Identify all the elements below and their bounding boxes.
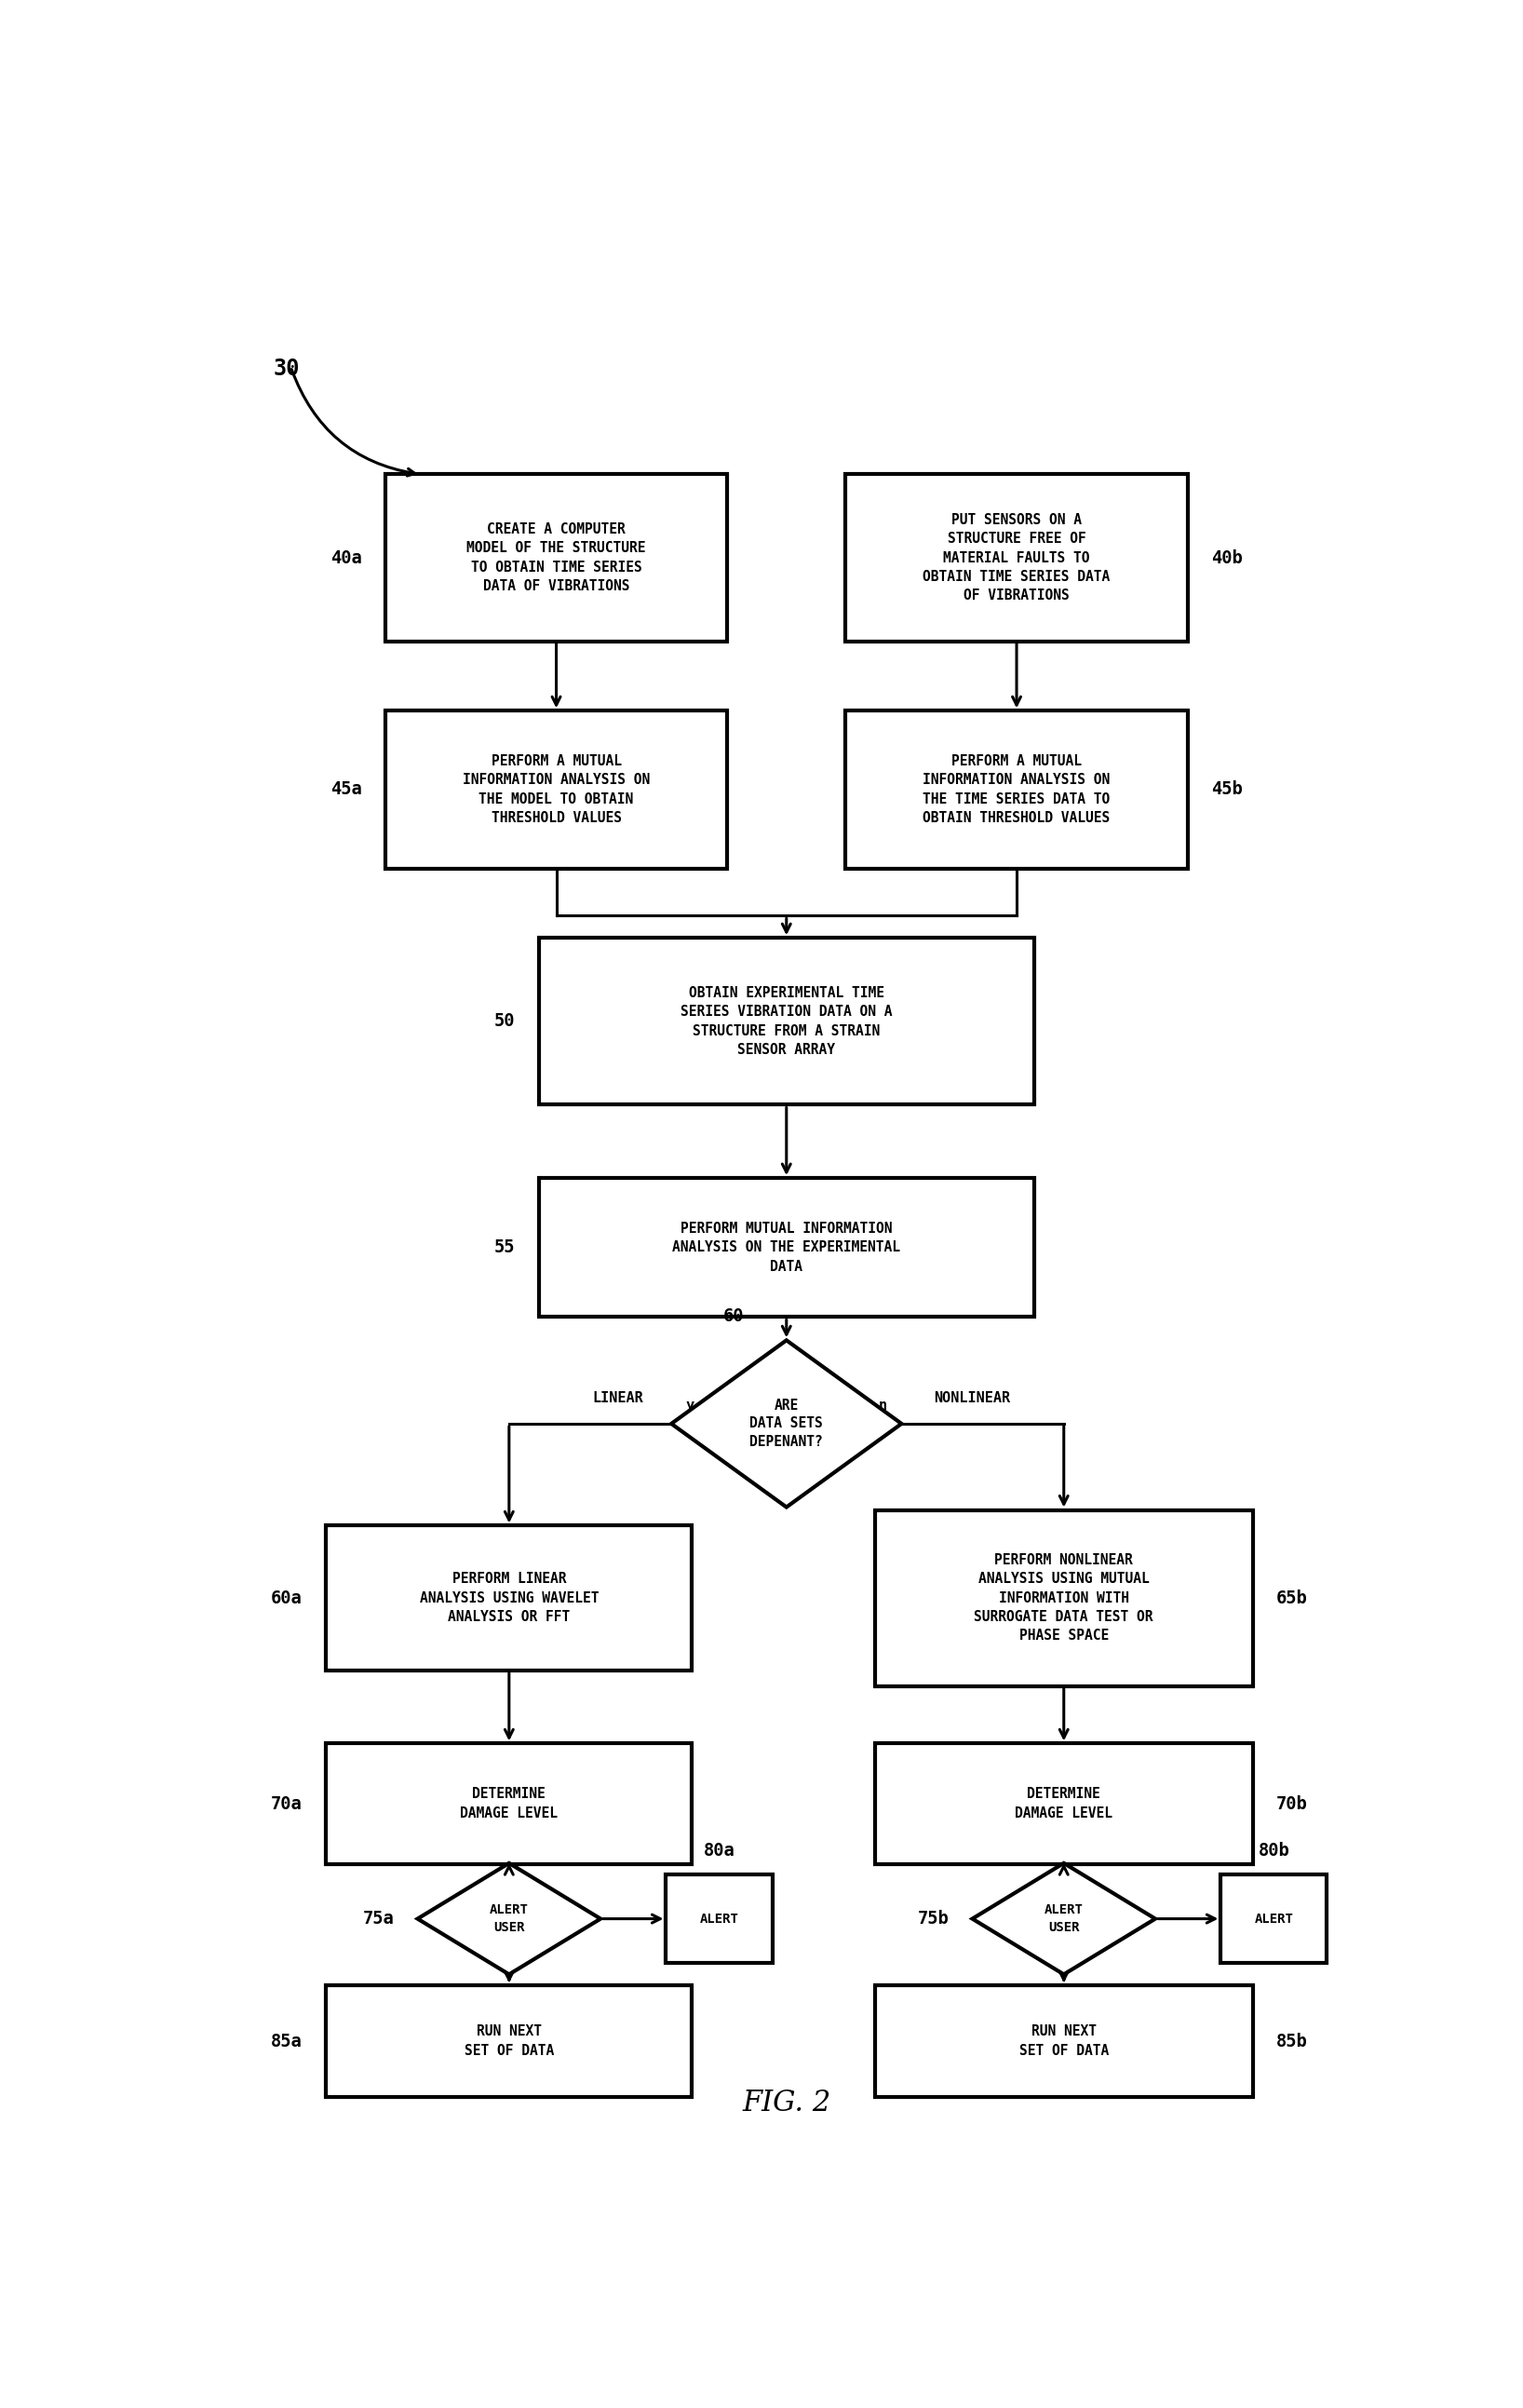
Text: 60a: 60a bbox=[271, 1589, 303, 1606]
FancyBboxPatch shape bbox=[385, 474, 728, 641]
Text: 55: 55 bbox=[493, 1238, 515, 1257]
Text: 60: 60 bbox=[723, 1308, 743, 1324]
Text: 80b: 80b bbox=[1258, 1842, 1290, 1859]
Text: PERFORM A MUTUAL
INFORMATION ANALYSIS ON
THE TIME SERIES DATA TO
OBTAIN THRESHOL: PERFORM A MUTUAL INFORMATION ANALYSIS ON… bbox=[923, 754, 1110, 826]
Polygon shape bbox=[417, 1864, 600, 1975]
Text: DETERMINE
DAMAGE LEVEL: DETERMINE DAMAGE LEVEL bbox=[1014, 1787, 1113, 1820]
Text: NONLINEAR: NONLINEAR bbox=[934, 1392, 1011, 1406]
Text: FIG. 2: FIG. 2 bbox=[742, 2088, 830, 2117]
Text: 40b: 40b bbox=[1211, 549, 1243, 566]
FancyBboxPatch shape bbox=[385, 710, 728, 869]
Text: PUT SENSORS ON A
STRUCTURE FREE OF
MATERIAL FAULTS TO
OBTAIN TIME SERIES DATA
OF: PUT SENSORS ON A STRUCTURE FREE OF MATER… bbox=[923, 513, 1110, 602]
FancyBboxPatch shape bbox=[845, 474, 1188, 641]
Text: 65b: 65b bbox=[1276, 1589, 1308, 1606]
Text: PERFORM A MUTUAL
INFORMATION ANALYSIS ON
THE MODEL TO OBTAIN
THRESHOLD VALUES: PERFORM A MUTUAL INFORMATION ANALYSIS ON… bbox=[463, 754, 650, 826]
Text: ALERT: ALERT bbox=[1255, 1912, 1293, 1926]
FancyBboxPatch shape bbox=[874, 1510, 1252, 1686]
Text: ALERT
USER: ALERT USER bbox=[489, 1905, 528, 1934]
Text: 50: 50 bbox=[493, 1011, 515, 1031]
Text: RUN NEXT
SET OF DATA: RUN NEXT SET OF DATA bbox=[1019, 2025, 1109, 2056]
Text: y: y bbox=[685, 1399, 694, 1413]
Text: PERFORM MUTUAL INFORMATION
ANALYSIS ON THE EXPERIMENTAL
DATA: PERFORM MUTUAL INFORMATION ANALYSIS ON T… bbox=[672, 1221, 900, 1274]
FancyBboxPatch shape bbox=[845, 710, 1188, 869]
Text: OBTAIN EXPERIMENTAL TIME
SERIES VIBRATION DATA ON A
STRUCTURE FROM A STRAIN
SENS: OBTAIN EXPERIMENTAL TIME SERIES VIBRATIO… bbox=[681, 985, 892, 1057]
Text: 30: 30 bbox=[273, 356, 300, 380]
Text: 40a: 40a bbox=[330, 549, 361, 566]
Text: 70b: 70b bbox=[1276, 1794, 1308, 1813]
FancyBboxPatch shape bbox=[1221, 1873, 1327, 1963]
Polygon shape bbox=[672, 1341, 902, 1507]
Text: 45a: 45a bbox=[330, 780, 361, 799]
FancyBboxPatch shape bbox=[326, 1987, 691, 2097]
Text: 70a: 70a bbox=[271, 1794, 303, 1813]
Text: ALERT
USER: ALERT USER bbox=[1045, 1905, 1083, 1934]
Text: PERFORM NONLINEAR
ANALYSIS USING MUTUAL
INFORMATION WITH
SURROGATE DATA TEST OR
: PERFORM NONLINEAR ANALYSIS USING MUTUAL … bbox=[975, 1553, 1153, 1642]
Text: CREATE A COMPUTER
MODEL OF THE STRUCTURE
TO OBTAIN TIME SERIES
DATA OF VIBRATION: CREATE A COMPUTER MODEL OF THE STRUCTURE… bbox=[466, 523, 646, 592]
FancyBboxPatch shape bbox=[874, 1743, 1252, 1864]
FancyBboxPatch shape bbox=[874, 1987, 1252, 2097]
Text: 85a: 85a bbox=[271, 2032, 303, 2049]
Text: PERFORM LINEAR
ANALYSIS USING WAVELET
ANALYSIS OR FFT: PERFORM LINEAR ANALYSIS USING WAVELET AN… bbox=[419, 1572, 599, 1623]
Text: ARE
DATA SETS
DEPENANT?: ARE DATA SETS DEPENANT? bbox=[749, 1399, 822, 1450]
Text: RUN NEXT
SET OF DATA: RUN NEXT SET OF DATA bbox=[465, 2025, 554, 2056]
Text: 45b: 45b bbox=[1211, 780, 1243, 799]
Text: n: n bbox=[879, 1399, 888, 1413]
FancyBboxPatch shape bbox=[539, 1178, 1034, 1317]
FancyBboxPatch shape bbox=[326, 1527, 691, 1671]
Text: 85b: 85b bbox=[1276, 2032, 1308, 2049]
FancyBboxPatch shape bbox=[666, 1873, 772, 1963]
Text: 75a: 75a bbox=[362, 1910, 394, 1929]
Polygon shape bbox=[972, 1864, 1156, 1975]
FancyBboxPatch shape bbox=[326, 1743, 691, 1864]
FancyBboxPatch shape bbox=[539, 939, 1034, 1105]
Text: ALERT: ALERT bbox=[699, 1912, 739, 1926]
Text: DETERMINE
DAMAGE LEVEL: DETERMINE DAMAGE LEVEL bbox=[460, 1787, 557, 1820]
Text: LINEAR: LINEAR bbox=[592, 1392, 644, 1406]
Text: 80a: 80a bbox=[704, 1842, 736, 1859]
Text: 75b: 75b bbox=[917, 1910, 949, 1929]
